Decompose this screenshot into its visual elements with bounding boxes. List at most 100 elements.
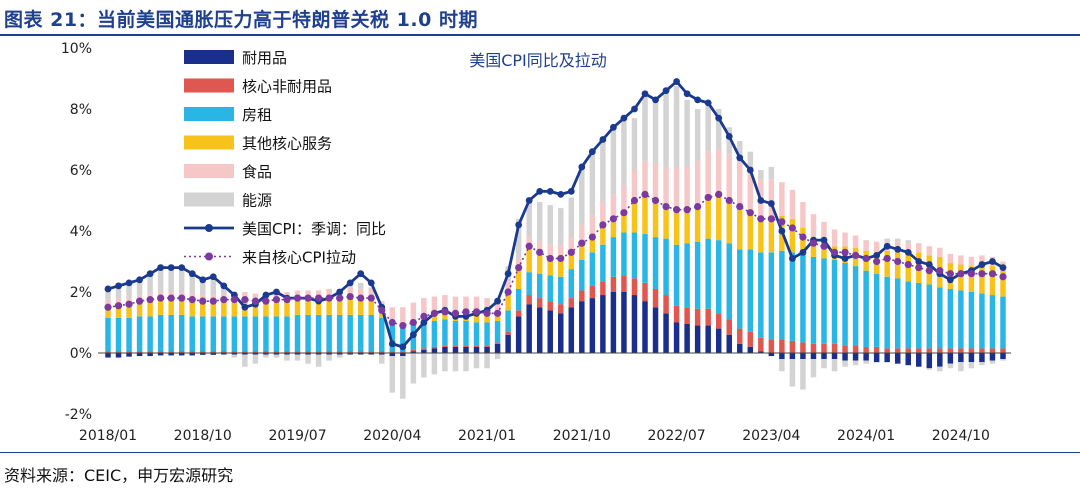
bar-shelter (147, 316, 153, 352)
bar-other-services (442, 311, 448, 320)
bar-energy (126, 282, 132, 299)
bar-other-services (526, 246, 532, 273)
bar-energy (410, 353, 417, 384)
bar-food (442, 295, 448, 312)
bar-core-nondurables (579, 290, 585, 302)
bar-other-services (579, 243, 585, 260)
cpi-yoy-point (799, 248, 807, 256)
core-contribution-point (704, 193, 712, 202)
bar-energy (926, 368, 933, 370)
y-tick-label: 2% (70, 285, 92, 301)
bar-food (410, 302, 417, 321)
bar-food (579, 224, 585, 244)
cpi-yoy-point (346, 279, 354, 287)
bar-durables (852, 353, 859, 361)
bar-energy (115, 282, 122, 299)
bar-core-nondurables (178, 351, 185, 353)
bar-shelter (989, 295, 996, 349)
core-contribution-point (199, 297, 207, 305)
bar-food (273, 292, 280, 300)
bar-energy (958, 362, 964, 372)
bar-other-services (126, 304, 132, 318)
bar-energy (200, 279, 206, 296)
bar-other-services (663, 206, 669, 239)
bar-shelter (200, 316, 206, 352)
bar-core-nondurables (263, 351, 269, 353)
bar-other-services (547, 258, 553, 276)
bar-shelter (157, 314, 164, 352)
bar-core-nondurables (126, 351, 132, 353)
bar-energy (147, 272, 153, 294)
bar-food (568, 237, 575, 253)
legend-swatch-food (184, 164, 234, 178)
bar-core-nondurables (315, 351, 322, 353)
bar-energy (852, 360, 859, 366)
bar-other-services (505, 292, 511, 311)
bar-core-nondurables (758, 337, 764, 352)
core-contribution-point (546, 254, 554, 263)
bar-durables (558, 313, 564, 353)
cpi-yoy-point (409, 331, 417, 339)
bar-food (979, 255, 985, 265)
bar-other-services (768, 215, 775, 253)
bar-durables (536, 307, 543, 353)
bar-core-nondurables (168, 351, 174, 353)
bar-other-services (968, 266, 975, 292)
bar-other-services (368, 298, 374, 315)
bar-core-nondurables (937, 348, 943, 353)
bar-shelter (758, 252, 764, 338)
cpi-yoy-point (599, 136, 607, 143)
bar-durables (768, 353, 775, 357)
bar-core-nondurables (810, 343, 817, 353)
bar-other-services (315, 298, 322, 315)
bar-core-nondurables (979, 348, 985, 353)
bar-core-nondurables (294, 351, 301, 353)
cpi-yoy-point (567, 187, 575, 195)
bar-food (536, 241, 543, 253)
bar-durables (326, 353, 332, 355)
bar-other-services (631, 200, 638, 233)
cpi-yoy-point (136, 276, 143, 284)
core-contribution-point (620, 209, 628, 217)
core-contribution-point (609, 215, 618, 223)
bar-core-nondurables (431, 346, 438, 349)
bar-shelter (737, 249, 743, 329)
cpi-yoy-point (104, 285, 112, 293)
bar-food (558, 244, 564, 259)
bar-energy (157, 264, 164, 292)
core-contribution-point (925, 267, 933, 275)
cpi-yoy-point (915, 258, 923, 265)
bar-food (873, 241, 880, 253)
core-contribution-point (588, 233, 596, 241)
core-contribution-point (957, 270, 965, 278)
bar-core-nondurables (673, 305, 680, 323)
bar-other-services (726, 200, 732, 244)
legend-label: 来自核心CPI拉动 (242, 249, 356, 267)
bar-other-services (347, 296, 353, 315)
bar-other-services (610, 218, 617, 238)
bar-durables (463, 346, 469, 353)
legend-swatch-core-nondurables (184, 78, 234, 93)
bar-shelter (115, 317, 122, 352)
bar-durables (589, 298, 596, 353)
bar-core-nondurables (852, 345, 859, 354)
core-contribution-point (736, 203, 744, 211)
bar-core-nondurables (894, 348, 901, 353)
bar-core-nondurables (747, 331, 754, 347)
bar-shelter (810, 256, 817, 344)
x-tick-label: 2023/04 (742, 428, 800, 444)
bar-energy (421, 353, 427, 378)
title-rule (0, 34, 1080, 36)
bar-food (621, 185, 627, 213)
bar-core-nondurables (505, 331, 511, 335)
bar-core-nondurables (494, 342, 501, 344)
y-tick-label: 8% (70, 102, 92, 118)
core-contribution-point (851, 251, 860, 259)
bar-durables (800, 353, 806, 360)
bar-energy (568, 197, 575, 238)
bar-shelter (547, 275, 553, 302)
bar-core-nondurables (336, 351, 343, 353)
core-contribution-point (420, 312, 428, 320)
bar-core-nondurables (147, 351, 153, 353)
bar-core-nondurables (368, 351, 374, 353)
